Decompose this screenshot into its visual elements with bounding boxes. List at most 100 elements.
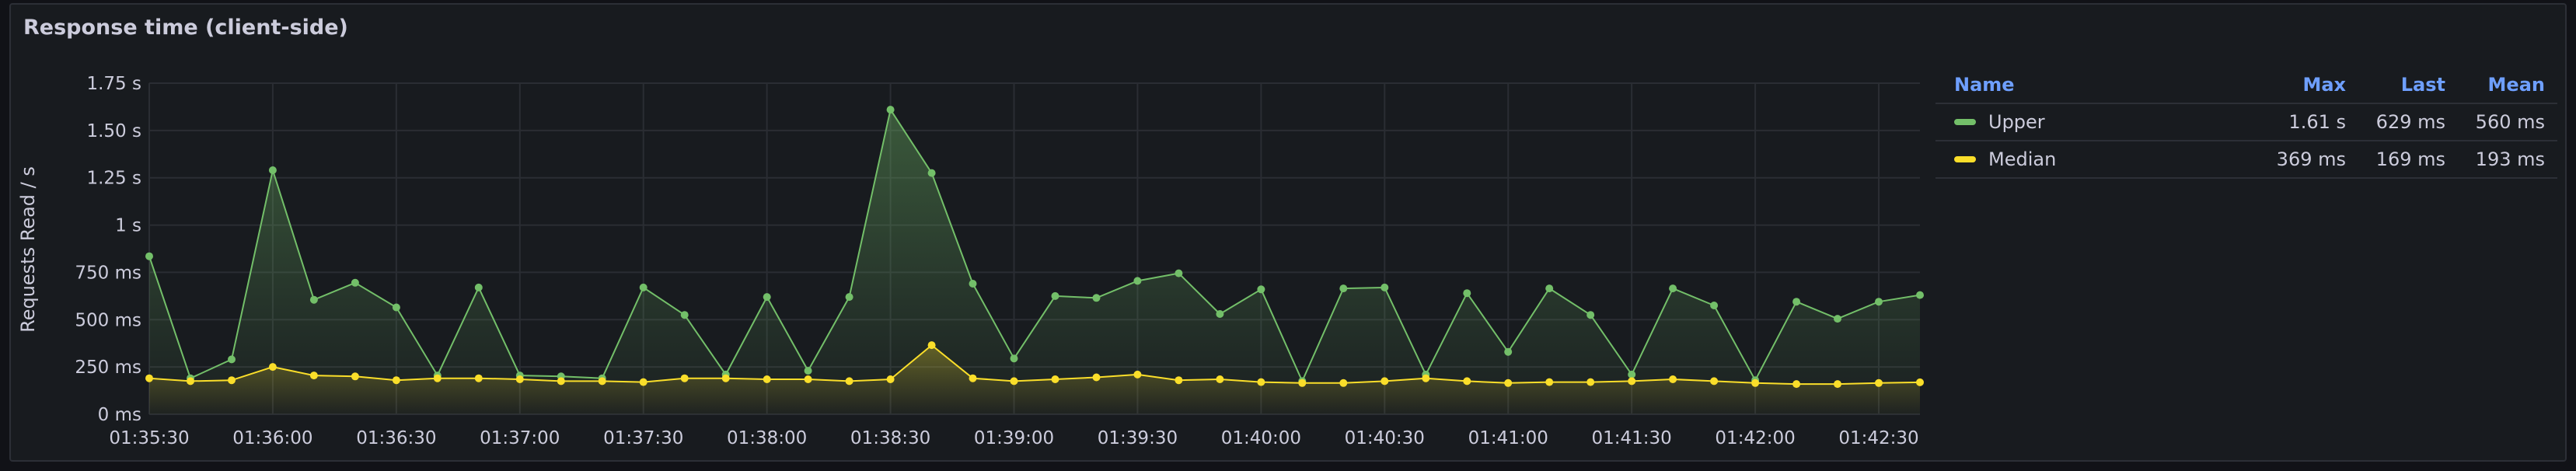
x-tick-label: 01:36:00 [232, 428, 312, 448]
data-point-upper[interactable] [1504, 347, 1513, 356]
data-point-median[interactable] [268, 363, 277, 372]
data-point-median[interactable] [351, 372, 359, 381]
data-point-upper[interactable] [639, 283, 647, 291]
legend-name-upper[interactable]: Upper [1988, 111, 2045, 133]
legend-row-upper[interactable]: Upper 1.61 s 629 ms 560 ms [1935, 104, 2557, 141]
data-point-upper[interactable] [1339, 284, 1348, 293]
data-point-median[interactable] [145, 374, 153, 382]
data-point-median[interactable] [680, 374, 689, 382]
data-point-upper[interactable] [145, 252, 153, 260]
data-point-median[interactable] [1916, 378, 1924, 386]
data-point-upper[interactable] [886, 106, 895, 114]
data-point-median[interactable] [1051, 375, 1059, 383]
data-point-upper[interactable] [1051, 291, 1059, 300]
data-point-median[interactable] [1834, 380, 1841, 389]
data-point-median[interactable] [1092, 373, 1101, 382]
data-point-upper[interactable] [845, 293, 853, 302]
data-point-median[interactable] [1669, 375, 1677, 383]
data-point-median[interactable] [515, 375, 524, 383]
data-point-upper[interactable] [392, 303, 400, 312]
legend-header-last[interactable]: Last [2400, 74, 2445, 96]
data-point-median[interactable] [1422, 374, 1430, 382]
data-point-upper[interactable] [927, 169, 936, 177]
data-point-median[interactable] [1586, 378, 1595, 386]
data-point-median[interactable] [1175, 376, 1183, 385]
legend-name-median[interactable]: Median [1988, 148, 2057, 170]
data-point-median[interactable] [1133, 370, 1142, 379]
data-point-upper[interactable] [474, 283, 483, 291]
data-point-median[interactable] [1463, 377, 1471, 386]
data-point-upper[interactable] [763, 293, 771, 302]
y-tick-label: 1.50 s [86, 121, 141, 141]
y-tick-label: 1.75 s [86, 74, 141, 94]
data-point-upper[interactable] [1133, 277, 1142, 285]
legend-header-max[interactable]: Max [2302, 74, 2346, 96]
data-point-median[interactable] [392, 376, 400, 385]
data-point-median[interactable] [804, 375, 812, 383]
x-tick-label: 01:36:30 [356, 428, 436, 448]
data-point-median[interactable] [886, 375, 895, 383]
data-point-upper[interactable] [1216, 310, 1224, 318]
data-point-upper[interactable] [228, 355, 236, 364]
data-point-upper[interactable] [1628, 370, 1636, 379]
data-point-median[interactable] [433, 374, 442, 382]
data-point-median[interactable] [557, 377, 565, 386]
data-point-median[interactable] [1628, 377, 1636, 386]
data-point-median[interactable] [309, 372, 318, 380]
data-point-median[interactable] [187, 377, 194, 386]
legend-header-mean[interactable]: Mean [2487, 74, 2545, 96]
data-point-upper[interactable] [268, 166, 277, 174]
data-point-upper[interactable] [804, 367, 812, 375]
data-point-upper[interactable] [1916, 291, 1924, 299]
data-point-median[interactable] [228, 376, 236, 385]
data-point-median[interactable] [598, 377, 606, 386]
x-tick-label: 01:42:30 [1838, 428, 1918, 448]
data-point-upper[interactable] [1669, 284, 1677, 293]
legend-row-median[interactable]: Median 369 ms 169 ms 193 ms [1935, 141, 2557, 179]
legend-table: Name Max Last Mean Upper 1.61 s 629 ms 5… [1935, 67, 2557, 179]
data-point-upper[interactable] [1257, 285, 1265, 294]
data-point-median[interactable] [1339, 379, 1348, 387]
data-point-median[interactable] [1257, 378, 1265, 386]
data-point-upper[interactable] [309, 295, 318, 304]
series-line-upper[interactable] [148, 109, 1921, 382]
data-point-median[interactable] [1710, 377, 1719, 386]
data-point-median[interactable] [927, 341, 936, 350]
data-point-upper[interactable] [1545, 284, 1554, 293]
data-point-upper[interactable] [1710, 302, 1719, 309]
data-point-median[interactable] [845, 377, 853, 386]
data-point-median[interactable] [721, 374, 730, 382]
data-point-upper[interactable] [351, 278, 359, 287]
data-point-median[interactable] [1751, 379, 1760, 387]
legend-swatch-upper [1954, 119, 1976, 125]
data-point-upper[interactable] [1092, 294, 1101, 302]
data-point-median[interactable] [1504, 379, 1513, 387]
data-point-median[interactable] [969, 374, 977, 382]
x-tick-label: 01:38:00 [727, 428, 807, 448]
data-point-median[interactable] [1010, 377, 1018, 386]
data-point-median[interactable] [1216, 375, 1224, 383]
data-point-upper[interactable] [1586, 311, 1595, 319]
data-point-median[interactable] [1875, 379, 1883, 387]
response-time-chart[interactable]: 0 ms 250 ms 500 ms 750 ms 1 s 1.25 s 1.50 s 1.7… [11, 5, 1931, 463]
data-point-median[interactable] [639, 378, 647, 386]
data-point-upper[interactable] [1792, 298, 1801, 306]
data-point-upper[interactable] [1175, 269, 1183, 277]
data-point-upper[interactable] [969, 280, 977, 288]
legend-header-name[interactable]: Name [1954, 74, 2015, 96]
data-point-upper[interactable] [680, 311, 689, 319]
data-point-upper[interactable] [1875, 298, 1883, 306]
data-point-median[interactable] [763, 375, 771, 383]
series-line-median[interactable] [148, 344, 1921, 386]
data-point-median[interactable] [1792, 380, 1801, 389]
data-point-upper[interactable] [1834, 315, 1841, 323]
data-point-upper[interactable] [1463, 289, 1471, 298]
data-point-upper[interactable] [1380, 283, 1389, 291]
data-point-upper[interactable] [1010, 354, 1018, 363]
data-point-median[interactable] [474, 374, 483, 382]
y-tick-label: 0 ms [98, 405, 141, 425]
data-point-median[interactable] [1380, 377, 1389, 386]
data-point-median[interactable] [1545, 378, 1554, 386]
y-axis: 0 ms 250 ms 500 ms 750 ms 1 s 1.25 s 1.50 s 1.7… [75, 74, 141, 425]
data-point-median[interactable] [1298, 379, 1307, 387]
